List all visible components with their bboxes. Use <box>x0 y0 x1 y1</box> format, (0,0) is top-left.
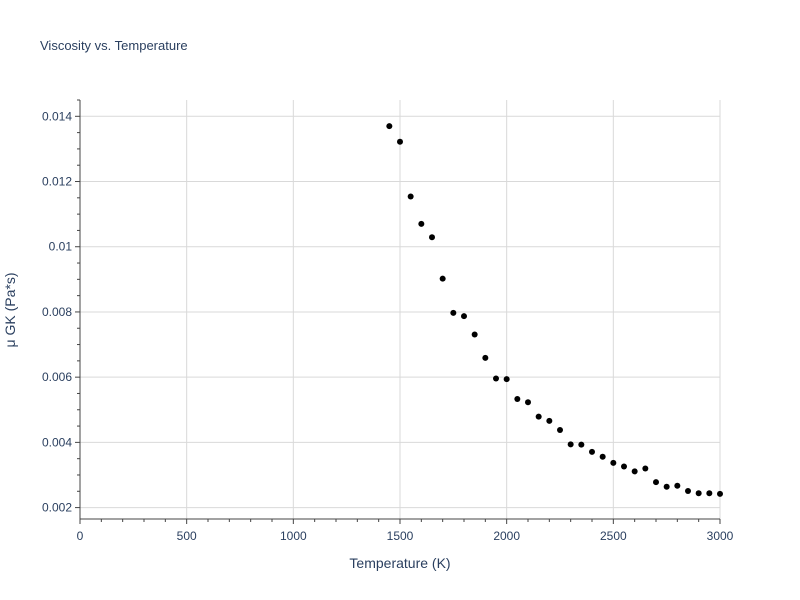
data-point <box>642 465 649 472</box>
data-point <box>397 138 403 145</box>
data-point <box>599 453 606 460</box>
data-point <box>557 426 563 433</box>
data-points <box>386 123 723 497</box>
data-point <box>685 487 691 494</box>
data-point <box>653 479 659 486</box>
x-axis-title: Temperature (K) <box>349 555 450 571</box>
y-axis-title: μ GK (Pa*s) <box>2 273 18 348</box>
tick-labels: 0 500 1000 1500 2000 2500 3000 0.002 0.004 0.006 0… <box>42 109 734 543</box>
y-tick-label: 0.012 <box>42 175 72 189</box>
chart-title: Viscosity vs. Temperature <box>40 38 188 53</box>
x-tick-label: 2500 <box>600 529 627 543</box>
data-point <box>471 331 478 338</box>
data-point <box>621 463 627 470</box>
axes <box>75 99 721 524</box>
data-point <box>546 417 553 424</box>
data-point <box>578 441 585 448</box>
data-point <box>589 448 595 455</box>
data-point <box>386 123 393 130</box>
data-point <box>535 413 542 420</box>
data-point <box>610 459 617 466</box>
data-point <box>631 468 638 475</box>
y-tick-label: 0.014 <box>42 109 72 123</box>
data-point <box>695 490 702 497</box>
data-point <box>514 396 521 403</box>
data-point <box>567 441 574 448</box>
data-point <box>663 483 670 490</box>
x-tick-label: 1500 <box>387 529 414 543</box>
data-point <box>407 193 414 200</box>
data-point <box>418 220 425 227</box>
y-tick-label: 0.01 <box>49 240 73 254</box>
gridlines <box>80 100 721 519</box>
x-tick-label: 3000 <box>707 529 734 543</box>
data-point <box>503 376 510 383</box>
data-point <box>461 313 467 320</box>
data-point <box>482 354 489 361</box>
y-tick-label: 0.008 <box>42 305 72 319</box>
x-tick-label: 0 <box>77 529 84 543</box>
y-tick-label: 0.002 <box>42 501 72 515</box>
y-tick-label: 0.006 <box>42 370 72 384</box>
data-point <box>450 309 457 316</box>
x-tick-label: 2000 <box>493 529 520 543</box>
data-point <box>429 234 435 241</box>
x-tick-label: 500 <box>177 529 197 543</box>
data-point <box>439 275 446 282</box>
data-point <box>525 399 531 406</box>
y-tick-label: 0.004 <box>42 435 72 449</box>
data-point <box>674 482 681 489</box>
data-point <box>717 490 723 497</box>
data-point <box>493 375 499 382</box>
data-point <box>706 490 713 497</box>
x-tick-label: 1000 <box>280 529 307 543</box>
